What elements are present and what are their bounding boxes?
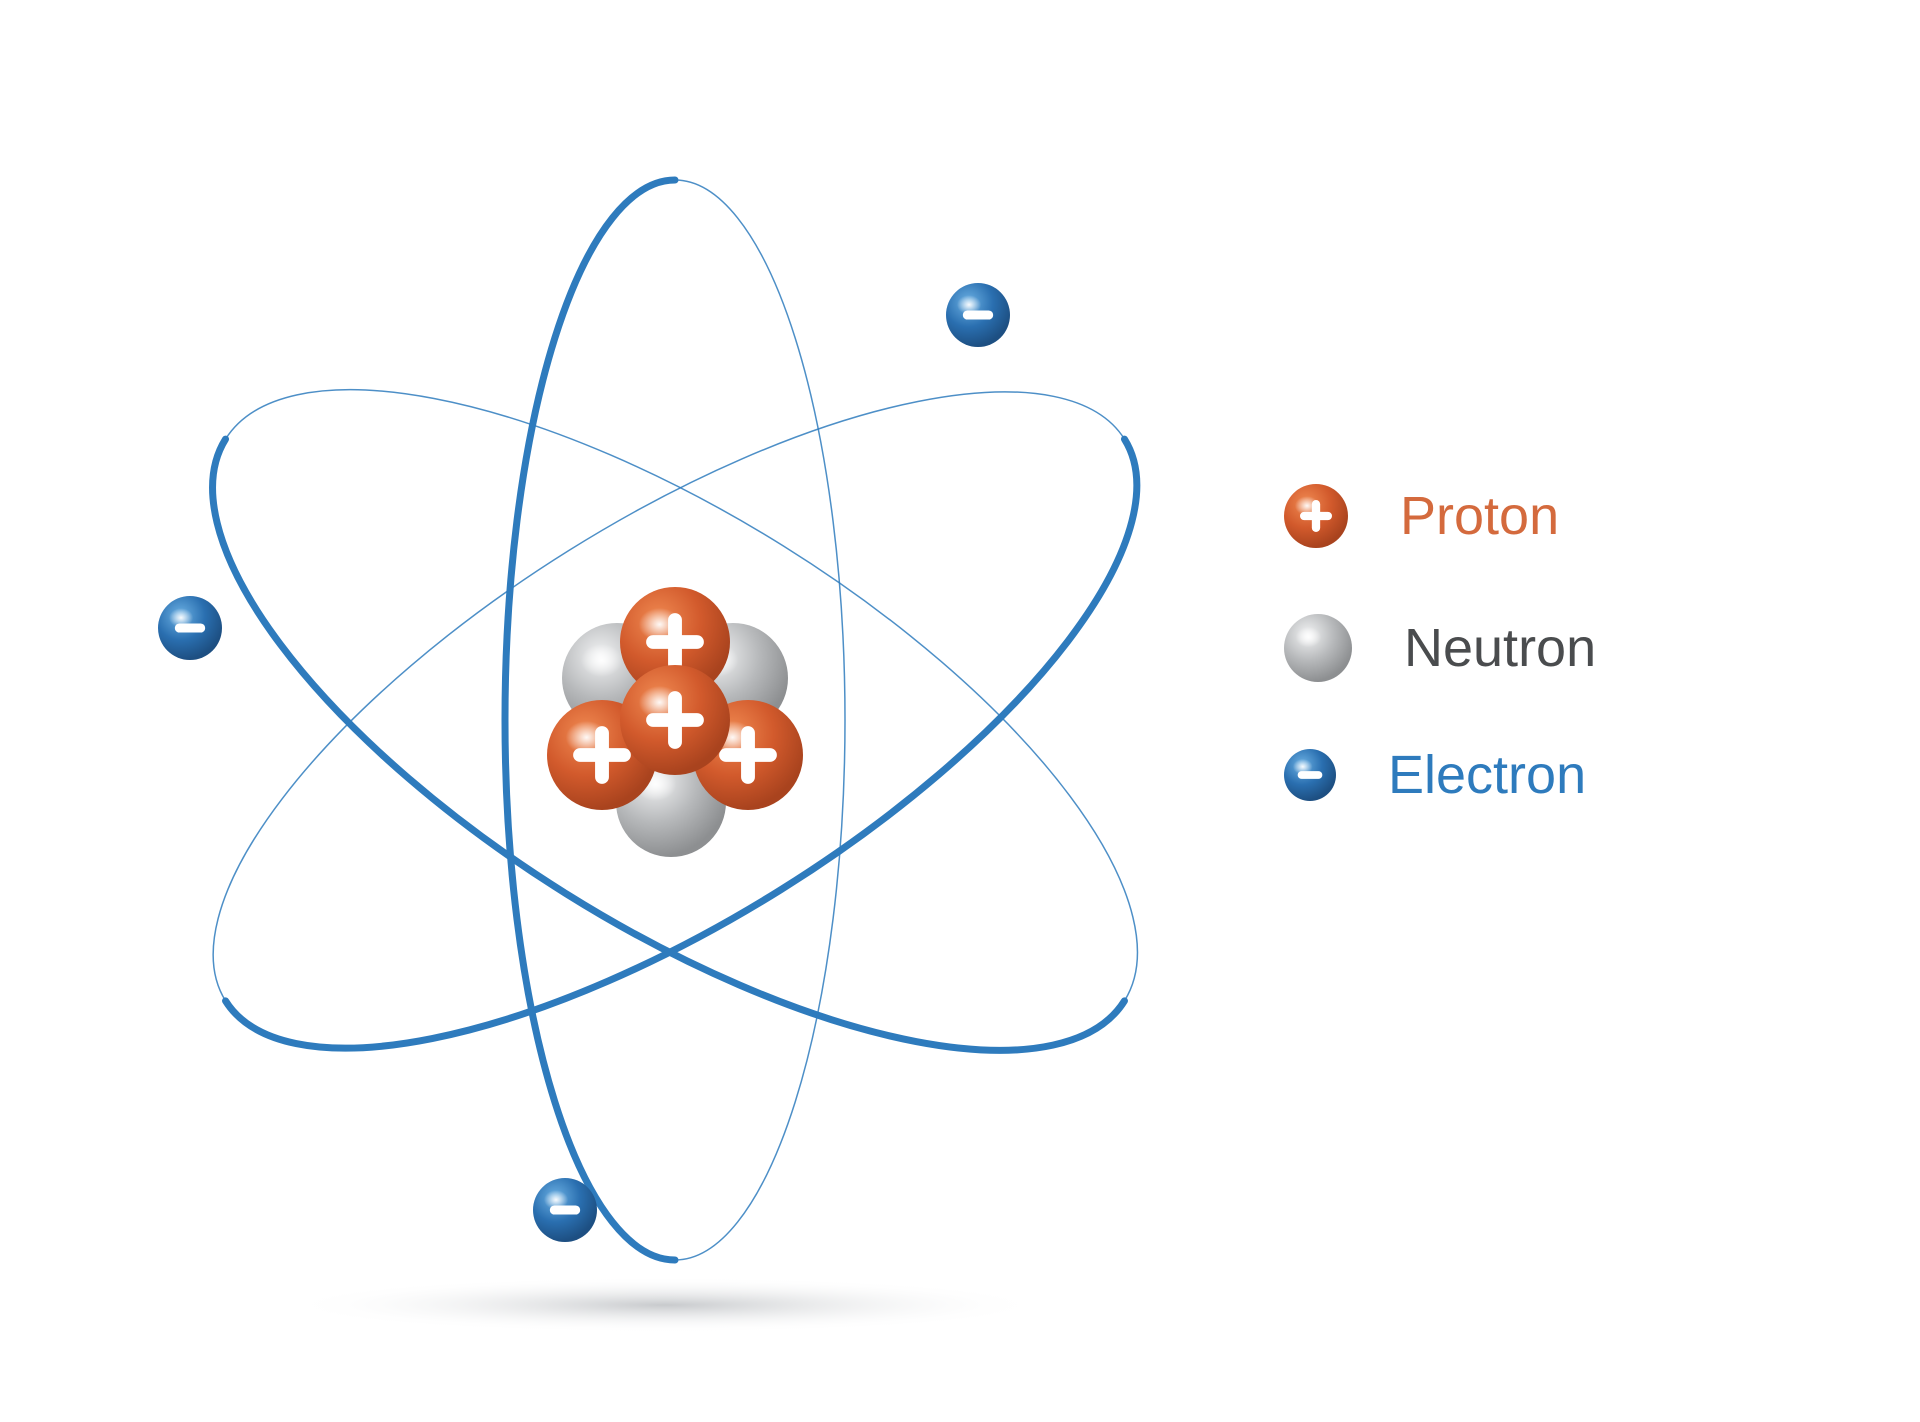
nucleus xyxy=(547,587,803,857)
ground-shadow xyxy=(285,1277,1045,1333)
electron-particle xyxy=(946,283,1010,347)
electron-particle xyxy=(158,596,222,660)
electron-icon xyxy=(1280,745,1340,805)
electron-particle xyxy=(533,1178,597,1242)
proton-icon xyxy=(1280,480,1352,552)
neutron-icon xyxy=(1280,610,1356,686)
legend-row-proton: Proton xyxy=(1280,480,1596,552)
legend: Proton Neutron Electron xyxy=(1280,480,1596,806)
proton-particle xyxy=(620,665,730,775)
legend-row-neutron: Neutron xyxy=(1280,610,1596,686)
atom-diagram: Proton Neutron Electron xyxy=(0,0,1920,1422)
legend-label-neutron: Neutron xyxy=(1404,617,1596,679)
legend-label-electron: Electron xyxy=(1388,744,1586,806)
legend-label-proton: Proton xyxy=(1400,485,1559,547)
legend-row-electron: Electron xyxy=(1280,744,1596,806)
